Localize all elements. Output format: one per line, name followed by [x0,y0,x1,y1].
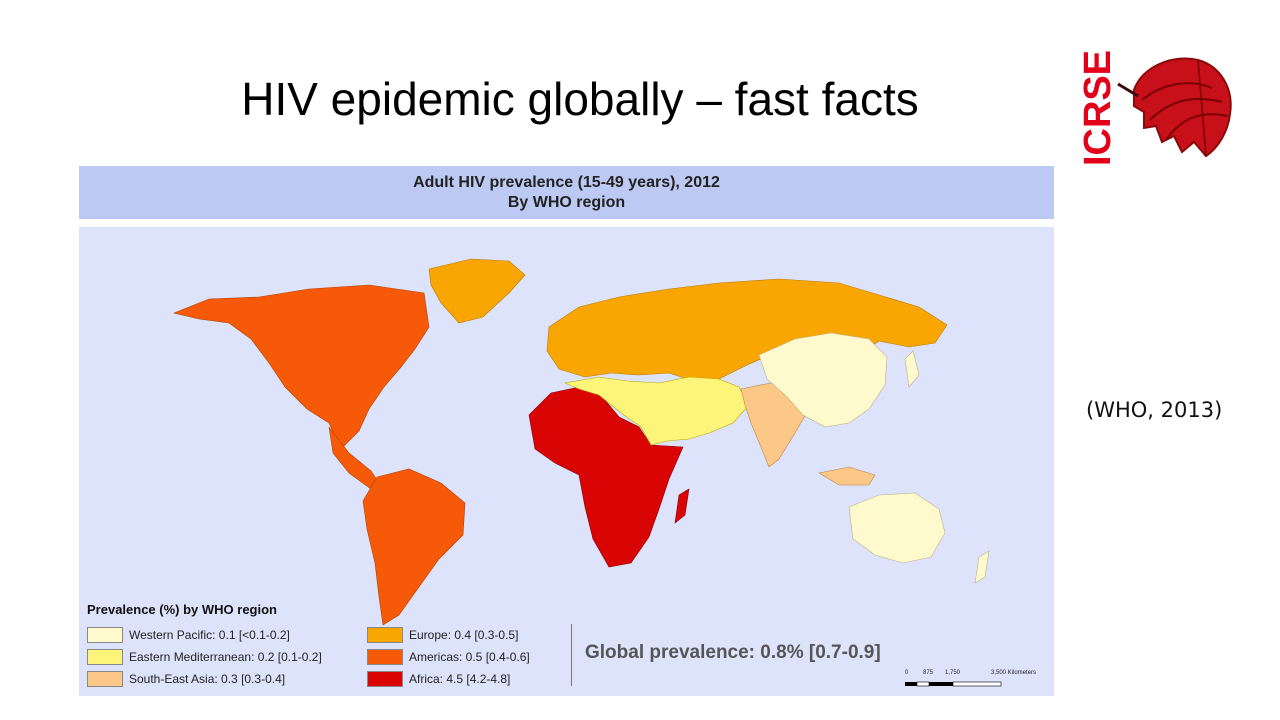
scale-label-3500: 3,500 Kilometers [991,670,1037,676]
region-europe [546,278,948,380]
legend-item: Africa: 4.5 [4.2-4.8] [367,670,510,687]
legend-item: Western Pacific: 0.1 [<0.1-0.2] [87,626,290,643]
legend-swatch [87,670,123,687]
legend-swatch [367,648,403,665]
legend-label: Western Pacific: 0.1 [<0.1-0.2] [129,627,290,642]
citation: (WHO, 2013) [1086,398,1223,422]
map-subtitle: By WHO region [507,194,626,211]
legend-swatch [87,626,123,643]
legend-label: Africa: 4.5 [4.2-4.8] [409,671,511,686]
legend-label: South-East Asia: 0.3 [0.3-0.4] [129,671,286,686]
legend-item: Americas: 0.5 [0.4-0.6] [367,648,530,665]
red-umbrella-icon: ICRSE [1077,50,1232,166]
legend-item: Europe: 0.4 [0.3-0.5] [367,626,518,643]
scale-bar: 0 875 1,750 3,500 Kilometers [905,670,1050,690]
region-madagascar [674,488,690,524]
map-title-banner: Adult HIV prevalence (15-49 years), 2012… [79,166,1054,219]
region-americas-south [362,468,466,626]
region-americas-north [173,284,430,450]
region-western-pacific-australia [848,492,946,564]
svg-text:ICRSE: ICRSE [1082,50,1119,166]
slide-title: HIV epidemic globally – fast facts [241,73,919,125]
region-greenland [428,258,526,324]
scale-label-1750: 1,750 [945,670,961,676]
scale-label-875: 875 [923,670,934,676]
legend-swatch [367,626,403,643]
region-western-pacific-japan [904,350,920,388]
legend-item: South-East Asia: 0.3 [0.3-0.4] [87,670,285,687]
icrse-logo: ICRSE [1077,44,1242,172]
legend-item: Eastern Mediterranean: 0.2 [0.1-0.2] [87,648,322,665]
global-prevalence: Global prevalence: 0.8% [0.7-0.9] [585,642,881,663]
legend-label: Americas: 0.5 [0.4-0.6] [409,649,530,664]
region-western-pacific-asia [758,332,888,428]
scale-label-0: 0 [905,670,909,676]
region-western-pacific-nz [974,550,990,584]
region-south-east-asia-islands [818,466,876,486]
legend-title: Prevalence (%) by WHO region [87,602,277,617]
prevalence-map-figure: Adult HIV prevalence (15-49 years), 2012… [79,166,1054,696]
legend-swatch [367,670,403,687]
legend-label: Eastern Mediterranean: 0.2 [0.1-0.2] [129,649,322,664]
legend-swatch [87,648,123,665]
legend-label: Europe: 0.4 [0.3-0.5] [409,627,519,642]
legend-divider [571,624,572,686]
map-title: Adult HIV prevalence (15-49 years), 2012 [413,174,720,191]
region-eastern-mediterranean [563,376,750,446]
world-map: Prevalence (%) by WHO region [79,227,1054,696]
